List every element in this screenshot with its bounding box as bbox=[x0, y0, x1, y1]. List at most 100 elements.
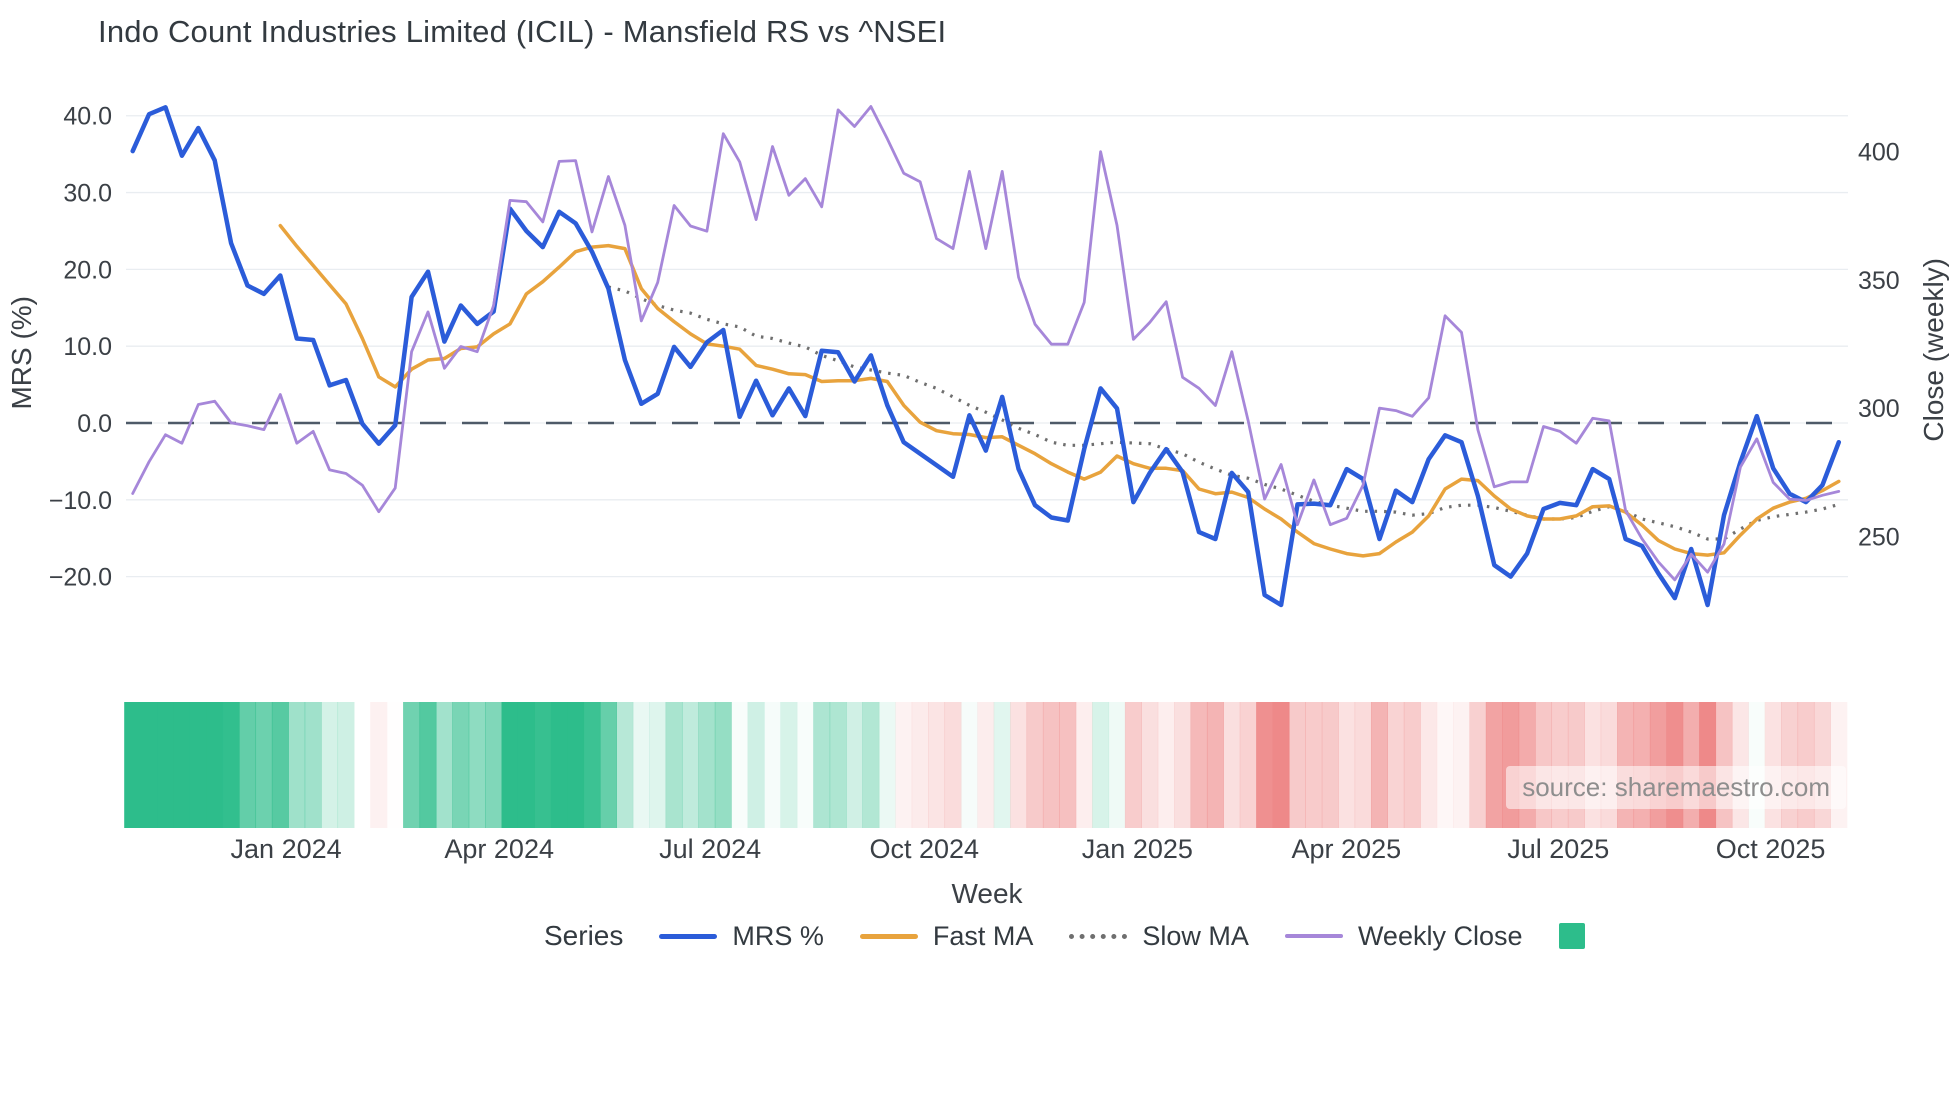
heatmap-cell bbox=[1731, 702, 1749, 828]
heatmap-cell bbox=[517, 702, 535, 828]
legend-item-slow-ma[interactable]: Slow MA bbox=[1069, 921, 1249, 952]
heatmap-cell bbox=[255, 702, 273, 828]
heatmap-cell bbox=[1551, 702, 1569, 828]
heatmap-cell bbox=[1108, 702, 1126, 828]
heatmap-cell bbox=[468, 702, 486, 828]
heatmap-cell bbox=[698, 702, 716, 828]
legend-label-fast-ma: Fast MA bbox=[932, 920, 1034, 951]
heatmap-cell bbox=[1124, 702, 1142, 828]
heatmap-cell bbox=[1518, 702, 1536, 828]
heatmap-cell bbox=[1321, 702, 1339, 828]
heatmap-cell bbox=[1584, 702, 1602, 828]
heatmap-cell bbox=[567, 702, 585, 828]
heatmap-cell bbox=[140, 702, 158, 828]
heatmap-cell bbox=[583, 702, 601, 828]
heatmap-cell bbox=[862, 702, 880, 828]
heatmap-cell bbox=[1567, 702, 1585, 828]
heatmap-cell bbox=[1354, 702, 1372, 828]
heatmap-cell bbox=[1436, 702, 1454, 828]
heatmap-cell bbox=[1059, 702, 1077, 828]
y-left-tick-label: 40.0 bbox=[63, 103, 112, 131]
heatmap-cell bbox=[1256, 702, 1274, 828]
heatmap-cell bbox=[403, 702, 421, 828]
heatmap-cell bbox=[1485, 702, 1503, 828]
y-left-axis-title: MRS (%) bbox=[6, 296, 37, 410]
heatmap-cell bbox=[780, 702, 798, 828]
heatmap-cell bbox=[1305, 702, 1323, 828]
y-right-tick-label: 400 bbox=[1858, 139, 1900, 167]
y-right-axis-title: Close (weekly) bbox=[1918, 258, 1949, 442]
heatmap-cell bbox=[1370, 702, 1388, 828]
heatmap-cell bbox=[222, 702, 240, 828]
heatmap-cell bbox=[1272, 702, 1290, 828]
heatmap-cell bbox=[1010, 702, 1028, 828]
heatmap-cell bbox=[485, 702, 503, 828]
y-left-tick-label: 0.0 bbox=[77, 410, 112, 438]
x-axis-title: Week bbox=[951, 878, 1023, 909]
heatmap-cell bbox=[239, 702, 257, 828]
heatmap-cell bbox=[1813, 702, 1831, 828]
heatmap-cell bbox=[304, 702, 322, 828]
heatmap-cell bbox=[1699, 702, 1717, 828]
heatmap-cell bbox=[337, 702, 355, 828]
heatmap-cell bbox=[1715, 702, 1733, 828]
legend-item-fast-ma[interactable]: Fast MA bbox=[859, 920, 1034, 952]
heatmap-cell bbox=[1649, 702, 1667, 828]
legend-item-mrs[interactable]: MRS % bbox=[659, 921, 824, 952]
legend-label-mrs: MRS % bbox=[732, 920, 824, 951]
heatmap-cell bbox=[1141, 702, 1159, 828]
heatmap-cell bbox=[1403, 702, 1421, 828]
heatmap-cell bbox=[189, 702, 207, 828]
legend-item-weekly-close[interactable]: Weekly Close bbox=[1284, 921, 1523, 952]
chart-title: Indo Count Industries Limited (ICIL) - M… bbox=[98, 14, 947, 49]
heatmap-cell bbox=[1223, 702, 1241, 828]
heatmap-cell bbox=[797, 702, 814, 828]
heatmap-cell bbox=[1420, 702, 1438, 828]
heatmap-cell bbox=[534, 702, 552, 828]
legend-item-heatmap[interactable] bbox=[1558, 923, 1585, 949]
heatmap-cell bbox=[1387, 702, 1405, 828]
heatmap-cell bbox=[1502, 702, 1520, 828]
heatmap-cell bbox=[124, 702, 142, 828]
x-tick-label: Jul 2025 bbox=[1507, 834, 1609, 864]
heatmap-cell bbox=[813, 702, 831, 828]
heatmap-cell bbox=[1830, 702, 1848, 828]
heatmap-cell bbox=[1666, 702, 1684, 828]
x-tick-label: Oct 2025 bbox=[1716, 834, 1826, 864]
heatmap-cell bbox=[829, 702, 847, 828]
heatmap-cell bbox=[960, 702, 978, 828]
heatmap-cell bbox=[1453, 702, 1471, 828]
heatmap-cell bbox=[681, 702, 699, 828]
heatmap-cell bbox=[911, 702, 929, 828]
y-left-tick-label: 20.0 bbox=[63, 256, 112, 284]
heatmap-cell bbox=[1092, 702, 1110, 828]
heatmap-cell bbox=[1042, 702, 1060, 828]
heatmap-cell bbox=[1338, 702, 1356, 828]
heatmap-cell bbox=[928, 702, 946, 828]
heatmap-cell bbox=[1682, 702, 1700, 828]
heatmap-cell bbox=[1075, 702, 1093, 828]
heatmap-cell bbox=[1190, 702, 1208, 828]
x-tick-label: Apr 2024 bbox=[444, 834, 554, 864]
heatmap-cell bbox=[1781, 702, 1799, 828]
heatmap-cell bbox=[157, 702, 175, 828]
legend-title: Series bbox=[544, 920, 624, 951]
mrs-line-swatch-icon bbox=[659, 933, 718, 939]
heatmap-cell bbox=[977, 702, 995, 828]
x-tick-label: Apr 2025 bbox=[1292, 834, 1402, 864]
x-tick-label: Jan 2024 bbox=[231, 834, 342, 864]
fast-ma-line bbox=[278, 223, 1841, 558]
heatmap-cell bbox=[632, 702, 650, 828]
heatmap-cell bbox=[878, 702, 896, 828]
heatmap-cell bbox=[1469, 702, 1487, 828]
heatmap-cell bbox=[271, 702, 289, 828]
heatmap-cell bbox=[452, 702, 470, 828]
weekly-close-line-swatch-icon bbox=[1284, 934, 1343, 938]
heatmap-cell bbox=[895, 702, 913, 828]
heatmap-cell bbox=[616, 702, 634, 828]
heatmap-cell bbox=[846, 702, 864, 828]
heatmap-cell bbox=[944, 702, 962, 828]
heatmap-cell bbox=[370, 702, 388, 828]
